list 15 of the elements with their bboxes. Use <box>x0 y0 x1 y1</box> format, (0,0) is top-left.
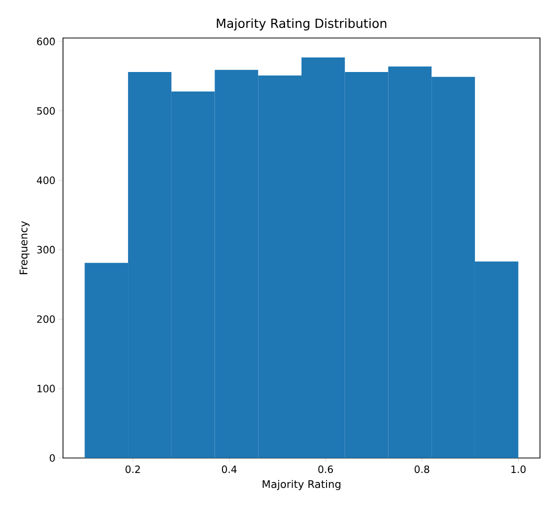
x-tick-label: 0.6 <box>318 466 333 474</box>
y-tick-label: 600 <box>37 38 55 46</box>
y-tick-label: 100 <box>37 384 55 392</box>
y-tick-label: 0 <box>50 454 55 462</box>
x-axis-title: Majority Rating <box>262 480 340 490</box>
x-tick-label: 0.2 <box>126 466 140 474</box>
x-tick-label: 0.4 <box>222 466 237 474</box>
y-tick-label: 300 <box>37 246 55 254</box>
y-tick-label: 500 <box>37 107 55 115</box>
y-tick-label: 400 <box>36 176 55 184</box>
x-tick-label: 1.0 <box>511 466 526 474</box>
y-tick-label: 200 <box>37 315 55 323</box>
x-tick-label: 0.8 <box>414 466 430 474</box>
y-axis-title: Frequency <box>20 221 30 274</box>
chart-title: Majority Rating Distribution <box>216 18 386 30</box>
